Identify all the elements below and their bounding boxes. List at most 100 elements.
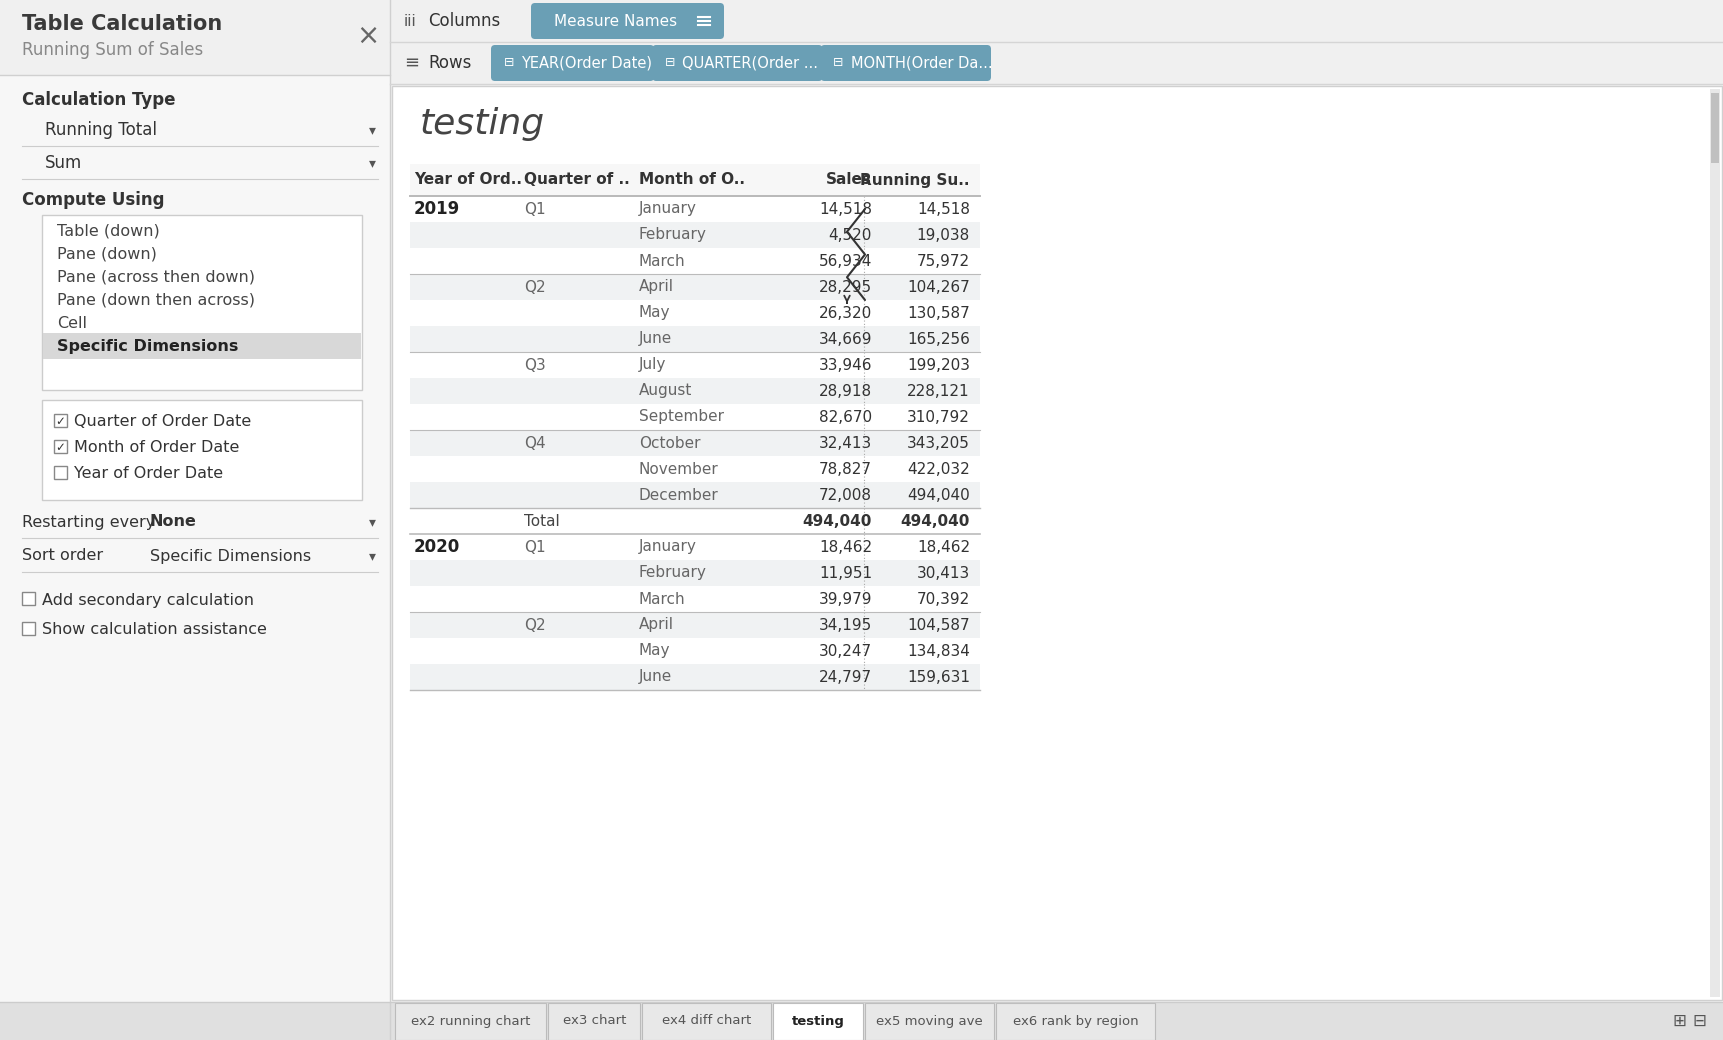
Text: ⊟: ⊟ xyxy=(1690,1012,1706,1030)
Text: None: None xyxy=(150,515,196,529)
Text: Measure Names: Measure Names xyxy=(553,14,677,28)
Text: 18,462: 18,462 xyxy=(917,540,970,554)
Text: 11,951: 11,951 xyxy=(818,566,872,580)
Text: Pane (across then down): Pane (across then down) xyxy=(57,269,255,285)
Text: 165,256: 165,256 xyxy=(906,332,970,346)
Text: Sales: Sales xyxy=(825,173,872,187)
Bar xyxy=(410,164,979,196)
Text: MONTH(Order Da...: MONTH(Order Da... xyxy=(849,55,992,71)
Bar xyxy=(410,326,979,352)
Text: ▾: ▾ xyxy=(369,156,376,170)
Text: Pane (down): Pane (down) xyxy=(57,246,157,261)
Text: iii: iii xyxy=(403,14,417,28)
Text: Quarter of ..: Quarter of .. xyxy=(524,173,629,187)
Text: 104,587: 104,587 xyxy=(906,618,970,632)
Text: 30,247: 30,247 xyxy=(818,644,872,658)
Text: 72,008: 72,008 xyxy=(818,488,872,502)
Text: 28,295: 28,295 xyxy=(818,280,872,294)
Bar xyxy=(410,430,979,456)
FancyBboxPatch shape xyxy=(531,3,724,38)
Bar xyxy=(53,466,67,479)
Text: 2019: 2019 xyxy=(414,200,460,218)
Text: Specific Dimensions: Specific Dimensions xyxy=(150,548,310,564)
Text: March: March xyxy=(639,254,686,268)
Bar xyxy=(548,1003,639,1040)
Text: 159,631: 159,631 xyxy=(906,670,970,684)
Text: ex6 rank by region: ex6 rank by region xyxy=(1011,1014,1137,1028)
Text: 494,040: 494,040 xyxy=(899,514,970,528)
Bar xyxy=(395,1003,546,1040)
Text: October: October xyxy=(639,436,700,450)
Text: Compute Using: Compute Using xyxy=(22,191,164,209)
Text: 14,518: 14,518 xyxy=(818,202,872,216)
Text: Q1: Q1 xyxy=(524,202,544,216)
Text: 130,587: 130,587 xyxy=(906,306,970,320)
Text: YEAR(Order Date): YEAR(Order Date) xyxy=(520,55,651,71)
Text: 56,934: 56,934 xyxy=(818,254,872,268)
Bar xyxy=(389,42,1723,84)
Text: Add secondary calculation: Add secondary calculation xyxy=(41,593,253,607)
Text: 18,462: 18,462 xyxy=(818,540,872,554)
Text: 2020: 2020 xyxy=(414,538,460,556)
FancyBboxPatch shape xyxy=(820,45,991,81)
Text: ▾: ▾ xyxy=(369,549,376,563)
Text: June: June xyxy=(639,332,672,346)
Bar xyxy=(410,612,979,638)
Text: May: May xyxy=(639,644,670,658)
Text: 199,203: 199,203 xyxy=(906,358,970,372)
Text: Pane (down then across): Pane (down then across) xyxy=(57,292,255,308)
Bar xyxy=(0,1002,1723,1040)
Text: Running Sum of Sales: Running Sum of Sales xyxy=(22,41,203,59)
Bar xyxy=(641,1003,770,1040)
Text: Quarter of Order Date: Quarter of Order Date xyxy=(74,415,252,430)
Text: April: April xyxy=(639,618,674,632)
Text: Year of Ord..: Year of Ord.. xyxy=(414,173,522,187)
Bar xyxy=(22,622,34,635)
Bar xyxy=(410,664,979,690)
Bar xyxy=(410,560,979,586)
Text: ≡: ≡ xyxy=(403,54,419,72)
Text: QUARTER(Order ...: QUARTER(Order ... xyxy=(682,55,818,71)
Text: February: February xyxy=(639,228,706,242)
Text: 28,918: 28,918 xyxy=(818,384,872,398)
Text: 34,669: 34,669 xyxy=(818,332,872,346)
Text: ▾: ▾ xyxy=(369,123,376,137)
Text: 75,972: 75,972 xyxy=(917,254,970,268)
Text: ⊟: ⊟ xyxy=(832,56,843,70)
Text: 78,827: 78,827 xyxy=(818,462,872,476)
Text: Q2: Q2 xyxy=(524,280,544,294)
Text: Sum: Sum xyxy=(45,154,83,172)
Bar xyxy=(41,215,362,390)
Text: Table (down): Table (down) xyxy=(57,224,160,238)
FancyBboxPatch shape xyxy=(491,45,653,81)
Text: January: January xyxy=(639,540,696,554)
Text: 494,040: 494,040 xyxy=(803,514,872,528)
Bar xyxy=(1709,89,1720,997)
Text: ex3 chart: ex3 chart xyxy=(562,1014,625,1028)
Text: testing: testing xyxy=(420,107,544,141)
Text: testing: testing xyxy=(791,1014,844,1028)
Text: December: December xyxy=(639,488,718,502)
Bar xyxy=(0,0,389,1002)
Text: 228,121: 228,121 xyxy=(906,384,970,398)
Text: ⊟: ⊟ xyxy=(503,56,513,70)
Text: Year of Order Date: Year of Order Date xyxy=(74,467,222,482)
Text: 494,040: 494,040 xyxy=(906,488,970,502)
FancyBboxPatch shape xyxy=(651,45,822,81)
Bar xyxy=(53,414,67,427)
Bar xyxy=(410,378,979,404)
Text: June: June xyxy=(639,670,672,684)
Text: ✓: ✓ xyxy=(55,441,65,453)
Bar xyxy=(1709,93,1718,163)
Text: Month of O..: Month of O.. xyxy=(639,173,744,187)
Text: 422,032: 422,032 xyxy=(906,462,970,476)
Bar xyxy=(22,592,34,605)
Text: Q2: Q2 xyxy=(524,618,544,632)
Text: ×: × xyxy=(357,22,379,50)
Text: ex5 moving ave: ex5 moving ave xyxy=(875,1014,982,1028)
Text: ✓: ✓ xyxy=(55,415,65,427)
Text: Running Su..: Running Su.. xyxy=(860,173,970,187)
Text: ⊟: ⊟ xyxy=(665,56,675,70)
Text: 30,413: 30,413 xyxy=(917,566,970,580)
Text: Restarting every: Restarting every xyxy=(22,515,155,529)
